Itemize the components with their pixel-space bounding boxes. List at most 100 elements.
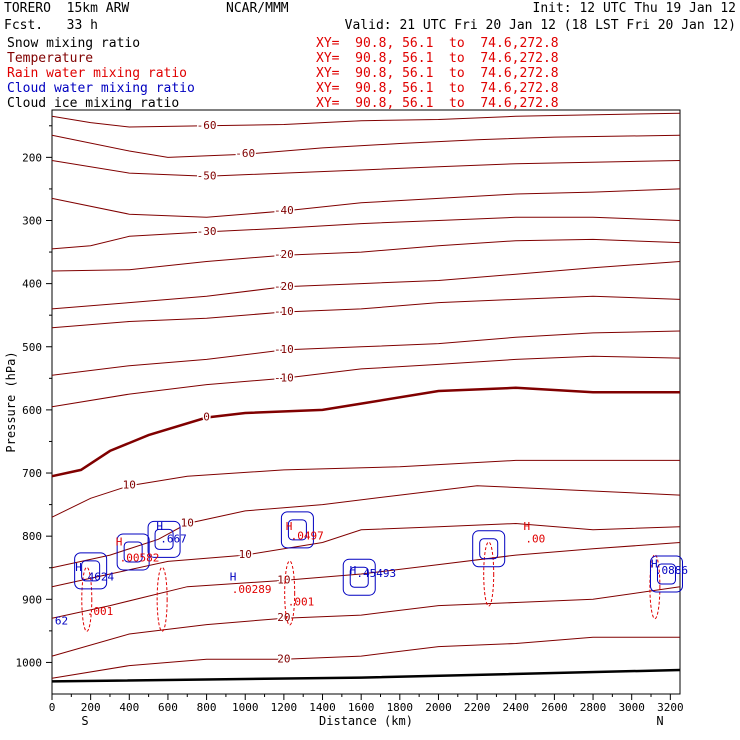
north-label: N [656,714,663,728]
cloud-water-cell-inner [656,563,676,585]
y-tick-label: 1000 [16,656,43,669]
center-label: NCAR/MMM [226,1,289,16]
rain-cell [81,566,93,632]
forecast-hour: Fcst. 33 h [4,18,98,33]
y-tick-label: 700 [22,467,42,480]
field-max-label: .00289 [232,583,272,596]
temperature-contour [51,112,681,128]
south-label: S [81,714,88,728]
field-max-label: .001 [87,605,114,618]
y-axis-label: Pressure (hPa) [4,351,18,452]
contour-label: 0 [203,410,210,423]
temperature-contour [51,238,681,272]
temperature-contour [51,542,681,619]
model-title: TORERO 15km ARW [4,1,130,16]
cloud-water-cell-inner [81,560,101,582]
y-tick-label: 200 [22,151,42,164]
ground-line [51,668,681,683]
contour-label: -10 [274,371,294,384]
rain-cell [284,560,296,626]
x-tick-label: 1600 [348,701,375,714]
temperature-contour [51,295,681,329]
contour-label: 10 [239,548,252,561]
field-name: Temperature [7,51,94,66]
y-tick-label: 500 [22,341,42,354]
cloud-water-cell [147,520,181,558]
field-max-label: .00 [525,532,545,545]
field-xy: XY= 90.8, 56.1 to 74.6,272.8 [316,36,559,51]
contour-label: -20 [274,248,294,261]
rain-cell [156,566,168,632]
field-max-label: H [156,520,163,533]
field-name: Snow mixing ratio [7,36,141,51]
field-xy: XY= 90.8, 56.1 to 74.6,272.8 [316,51,559,66]
temperature-contour [51,636,680,679]
contour-label: -50 [197,169,217,182]
x-tick-label: 800 [197,701,217,714]
temperature-contour [51,355,681,408]
field-max-label: .0497 [291,529,324,542]
y-tick-label: 600 [22,404,42,417]
field-name: Cloud ice mixing ratio [7,96,180,111]
cloud-water-cell-inner [479,538,499,560]
cloud-water-cell [342,558,376,596]
field-name: Rain water mixing ratio [7,66,188,81]
field-max-label: .0886 [655,564,688,577]
x-tick-label: 2800 [580,701,607,714]
field-max-label: .001 [288,596,315,609]
contour-label: -60 [235,147,255,160]
contour-label: 10 [181,517,194,530]
temperature-contour [51,216,681,250]
temperature-contour [51,160,681,177]
x-tick-label: 1200 [271,701,298,714]
rain-cell [649,554,661,620]
temperature-contour [51,188,681,218]
x-tick-label: 1000 [232,701,259,714]
temperature-contour [51,522,681,588]
rain-cell [483,541,495,607]
x-tick-label: 3200 [657,701,684,714]
y-tick-label: 900 [22,593,42,606]
cloud-water-cell-inner [287,519,307,541]
x-tick-label: 400 [119,701,139,714]
contour-label: 20 [277,652,290,665]
x-tick-label: 0 [49,701,56,714]
x-tick-label: 1400 [309,701,336,714]
x-tick-label: 2600 [541,701,568,714]
field-max-label: .00582 [120,551,160,564]
field-xy: XY= 90.8, 56.1 to 74.6,272.8 [316,81,559,96]
x-tick-label: 2200 [464,701,491,714]
y-tick-label: 400 [22,278,42,291]
temperature-contour [51,459,680,518]
temperature-contour [51,586,681,657]
x-tick-label: 2000 [425,701,452,714]
y-tick-label: 800 [22,530,42,543]
field-xy: XY= 90.8, 56.1 to 74.6,272.8 [316,66,559,81]
field-name: Cloud water mixing ratio [7,81,195,96]
x-tick-label: 1800 [387,701,414,714]
contour-label: -60 [197,119,217,132]
temperature-contour [51,261,681,310]
field-max-label: H [75,561,82,574]
field-max-label: .45493 [356,567,396,580]
cloud-water-cell [280,511,314,549]
cloud-water-cell [649,555,683,593]
temperature-contour [51,386,680,478]
temperature-contour [51,134,681,158]
valid-time: Valid: 21 UTC Fri 20 Jan 12 (18 LST Fri … [344,18,736,33]
field-max-label: 62 [55,615,68,628]
field-max-label: H [116,536,123,549]
field-max-label: H [651,558,658,571]
contour-label: 20 [277,611,290,624]
y-tick-label: 300 [22,214,42,227]
field-max-label: H [523,520,530,533]
cloud-water-cell [74,552,108,590]
contour-label: 10 [277,573,290,586]
x-axis-label: Distance (km) [319,714,413,728]
cloud-water-cell-inner [349,566,369,588]
contour-label: 10 [123,479,136,492]
cloud-water-cell-inner [154,528,174,550]
plot-frame [51,109,681,695]
cloud-water-cell [472,530,506,568]
